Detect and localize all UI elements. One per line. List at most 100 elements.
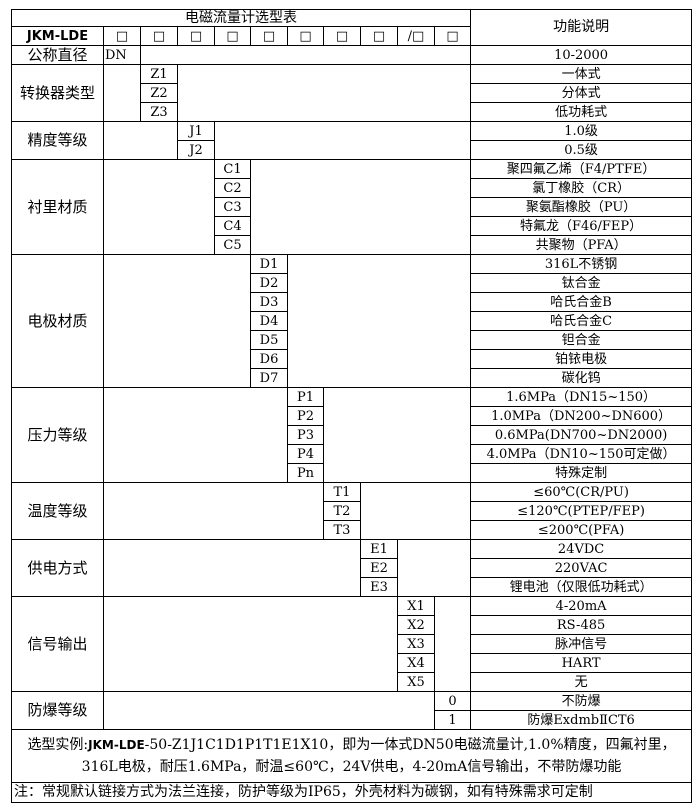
- option-row: D2 钛合金: [12, 273, 693, 293]
- option-code: P4: [287, 444, 324, 464]
- option-row: C3 聚氨酯橡胶（PU）: [12, 197, 693, 217]
- option-row: T3 ≤200℃(PFA): [12, 520, 693, 540]
- empty-cell: [433, 596, 472, 692]
- option-description: 4-20mA: [470, 596, 693, 616]
- option-row: Pn 特殊定制: [12, 463, 693, 483]
- empty-cell: [286, 254, 472, 388]
- option-description: 特氟龙（F46/FEP）: [470, 216, 693, 236]
- option-code: D6: [250, 349, 288, 369]
- option-row: 防爆等级 0 不防爆: [11, 691, 693, 730]
- option-code: J2: [177, 140, 215, 160]
- option-description: 0.5级: [470, 140, 693, 160]
- option-row: 温度等级 T1 ≤60℃(CR/PU): [11, 482, 693, 540]
- empty-cell: [103, 691, 435, 730]
- option-code: T2: [323, 501, 361, 521]
- empty-cell: [359, 482, 472, 540]
- option-row: 供电方式 E1 24VDC: [11, 539, 693, 597]
- option-row: E2 220VAC: [12, 558, 693, 578]
- group-label: 电极材质: [11, 254, 104, 388]
- selection-table: 电磁流量计选型表 功能说明 JKM-LDE □ □ □ □ □ □ □ □/□ □ 公称直径 DN…: [10, 9, 693, 803]
- empty-cell: [396, 539, 472, 597]
- option-description: ≤60℃(CR/PU): [470, 482, 693, 502]
- option-code: DN: [103, 45, 141, 65]
- option-row: D4 哈氏合金C: [12, 311, 693, 331]
- empty-cell: [176, 64, 472, 122]
- group-label: 温度等级: [11, 482, 104, 540]
- option-description: 氯丁橡胶（CR）: [470, 178, 693, 198]
- option-description: RS-485: [470, 615, 693, 635]
- option-code: T3: [323, 520, 361, 540]
- option-description: 防爆ExdmbⅡCT6: [470, 710, 693, 730]
- option-row: X4 HART: [12, 653, 693, 673]
- empty-cell: [213, 121, 472, 160]
- option-code: Pn: [287, 463, 324, 483]
- example-line2: 316L电极，耐压1.6MPa，耐温≤60℃，24V供电，4-20mA信号输出，…: [81, 759, 622, 775]
- option-row: 信号输出 X1 4-20mA: [11, 596, 693, 692]
- option-description: 钛合金: [470, 273, 693, 293]
- option-row: 转换器类型 Z1 一体式: [11, 64, 693, 122]
- option-code: Z1: [140, 64, 178, 84]
- group-label: 压力等级: [11, 387, 104, 483]
- selection-example: 选型实例:JKM-LDE-50-Z1J1C1D1P1T1E1X10，即为一体式D…: [10, 729, 693, 783]
- option-description: 特殊定制: [470, 463, 693, 483]
- option-row: 衬里材质 C1 聚四氟乙烯（F4/PTFE）: [11, 159, 693, 255]
- option-code: X4: [397, 653, 435, 673]
- option-description: HART: [470, 653, 693, 673]
- option-code: E2: [360, 558, 398, 578]
- code-slot-box: □: [287, 26, 324, 46]
- option-row: C5 共聚物（PFA）: [12, 235, 693, 255]
- option-description: 不防爆: [470, 691, 693, 711]
- option-row: T2 ≤120℃(PTEP/FEP): [12, 501, 693, 521]
- empty-cell: [322, 387, 472, 483]
- option-code: X3: [397, 634, 435, 654]
- code-slot-box: □: [360, 26, 398, 46]
- option-description: 聚四氟乙烯（F4/PTFE）: [470, 159, 693, 179]
- option-description: 哈氏合金C: [470, 311, 693, 331]
- option-description: 分体式: [470, 83, 693, 103]
- option-row: 公称直径 DN 10-2000: [11, 45, 693, 65]
- example-brand: JKM-LDE: [88, 738, 145, 752]
- option-row: X2 RS-485: [12, 615, 693, 635]
- option-code: D3: [250, 292, 288, 312]
- option-code: P1: [287, 387, 324, 407]
- option-description: ≤200℃(PFA): [470, 520, 693, 540]
- option-code: X2: [397, 615, 435, 635]
- option-code: D1: [250, 254, 288, 274]
- option-code: C3: [214, 197, 251, 217]
- function-header: 功能说明: [470, 9, 693, 46]
- option-code: 1: [433, 710, 472, 730]
- code-slot-box: □: [140, 26, 178, 46]
- code-slot-box: □: [250, 26, 288, 46]
- empty-cell: [103, 159, 215, 255]
- option-description: 24VDC: [470, 539, 693, 559]
- option-code: C2: [214, 178, 251, 198]
- option-code: D7: [250, 368, 288, 388]
- option-description: 锂电池（仅限低功耗式）: [470, 577, 693, 597]
- option-row: 电极材质 D1 316L不锈钢: [11, 254, 693, 388]
- empty-cell: [139, 45, 472, 65]
- empty-cell: [103, 596, 398, 692]
- option-description: 铂铱电极: [470, 349, 693, 369]
- option-description: ≤120℃(PTEP/FEP): [470, 501, 693, 521]
- option-row: X5 无: [12, 672, 693, 692]
- model-prefix: JKM-LDE: [11, 26, 104, 46]
- option-code: P3: [287, 425, 324, 445]
- option-row: 精度等级 J1 1.0级: [11, 121, 693, 160]
- option-code: C4: [214, 216, 251, 236]
- option-code: Z2: [140, 83, 178, 103]
- option-description: 钽合金: [470, 330, 693, 350]
- option-code: 0: [433, 691, 472, 711]
- example-line1: -50-Z1J1C1D1P1T1E1X10，即为一体式DN50电磁流量计,1.0…: [144, 737, 676, 753]
- option-description: 10-2000: [470, 45, 693, 65]
- option-code: Z3: [140, 102, 178, 122]
- option-row: X3 脉冲信号: [12, 634, 693, 654]
- option-description: 哈氏合金B: [470, 292, 693, 312]
- option-description: 共聚物（PFA）: [470, 235, 693, 255]
- empty-cell: [103, 254, 251, 388]
- option-description: 1.0MPa（DN200~DN600）: [470, 406, 693, 426]
- group-label: 转换器类型: [11, 64, 104, 122]
- option-description: 低功耗式: [470, 102, 693, 122]
- option-description: 碳化钨: [470, 368, 693, 388]
- group-label: 公称直径: [11, 45, 104, 65]
- group-label: 精度等级: [11, 121, 104, 160]
